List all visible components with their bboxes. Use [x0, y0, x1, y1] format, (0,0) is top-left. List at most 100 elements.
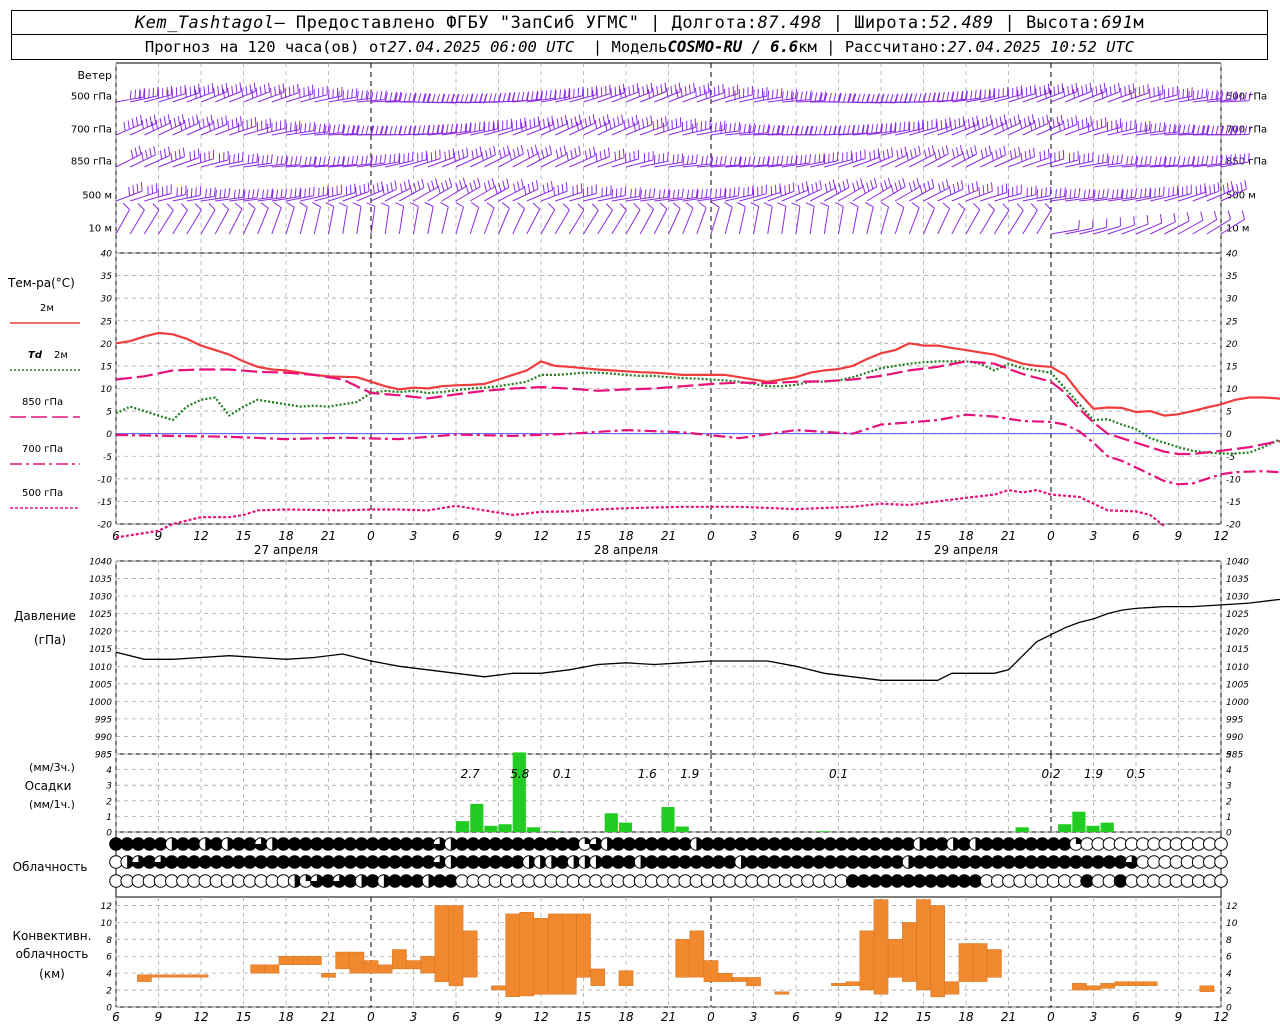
- convective-bar: [703, 960, 719, 982]
- convective-bar: [392, 949, 407, 970]
- time-tick-label: 9: [1175, 529, 1183, 543]
- time-tick-label: 6: [452, 529, 460, 543]
- convective-bar: [1086, 985, 1101, 991]
- lat-label: Широта:: [854, 12, 930, 33]
- day-label: 28 апреля: [594, 543, 658, 557]
- precip-tick-label: 4: [1226, 766, 1232, 776]
- time-tick-label: 0: [707, 529, 715, 543]
- conv-tick-label: 2: [1226, 987, 1232, 997]
- convective-bar: [717, 973, 733, 982]
- convective-bar: [1100, 983, 1115, 989]
- convective-bar: [363, 960, 379, 974]
- alt-unit: м: [1133, 12, 1145, 33]
- cloud-half: [540, 855, 547, 869]
- pressure-unit: (гПа): [34, 633, 66, 647]
- conv-tick-label: 6: [106, 953, 112, 963]
- precip-subtitle: Осадки: [25, 779, 72, 793]
- temp-tick-label: 5: [106, 408, 112, 418]
- temp-tick-label: 20: [101, 340, 113, 350]
- cloud-half: [607, 837, 614, 851]
- convective-bar: [307, 956, 322, 965]
- cloud-symbol: [1214, 855, 1228, 869]
- time-tick-label: 15: [916, 529, 931, 543]
- conv-tick-label: 4: [106, 970, 112, 980]
- cloud-half: [171, 837, 179, 851]
- time-tick-label: 12: [193, 1010, 208, 1024]
- cloud-symbol: [1214, 837, 1228, 851]
- pressure-tick-label: 1025: [1226, 610, 1249, 620]
- time-tick-label: 0: [1047, 529, 1055, 543]
- precip-bar: [1015, 827, 1029, 832]
- cloud-half: [272, 837, 279, 851]
- temp-series-t500: [115, 489, 1165, 539]
- cloud-threequarter: [433, 855, 446, 869]
- cloud-row: [109, 855, 1228, 869]
- time-tick-label: 6: [112, 1010, 120, 1024]
- temp-title: Тем-ра(°C): [7, 276, 75, 290]
- temp-series-t850: [115, 360, 1280, 456]
- conv-tick-label: 12: [1226, 902, 1238, 912]
- cloud-half: [205, 837, 212, 851]
- convective-bar: [165, 974, 181, 978]
- pressure-tick-label: 1030: [1226, 593, 1249, 603]
- convective-bar: [1199, 985, 1215, 992]
- cloud-half: [953, 837, 960, 851]
- time-tick-label: 6: [1132, 1010, 1140, 1024]
- time-tick-label: 12: [1213, 529, 1228, 543]
- convective-bar: [1142, 981, 1158, 986]
- precip-tick-label: 5: [106, 751, 112, 761]
- convective-bar: [547, 913, 563, 995]
- time-tick-label: 15: [576, 1010, 591, 1024]
- pressure-tick-label: 995: [1226, 715, 1243, 725]
- wind-title: Ветер: [78, 69, 112, 82]
- pressure-tick-label: 1035: [89, 575, 112, 585]
- convective-bar: [675, 939, 690, 978]
- time-tick-label: 18: [278, 1010, 294, 1024]
- pressure-tick-label: 1010: [89, 663, 112, 673]
- model-label: Модель: [611, 38, 668, 56]
- convective-bar: [292, 956, 308, 965]
- precip-bar: [456, 821, 470, 832]
- precip-tick-label: 1: [1226, 813, 1232, 823]
- pressure-tick-label: 1035: [1226, 575, 1249, 585]
- convective-bar: [1128, 981, 1144, 986]
- time-tick-label: 18: [618, 529, 634, 543]
- cloud-half: [696, 837, 703, 851]
- convective-bar: [250, 964, 266, 974]
- pressure-tick-label: 995: [95, 715, 112, 725]
- wind-level-label: 700 гПа: [1226, 125, 1267, 136]
- conv-tick-label: 4: [1226, 970, 1232, 980]
- temp-tick-label: 30: [1226, 295, 1238, 305]
- convective-bar: [873, 899, 889, 995]
- pressure-tick-label: 1015: [1226, 645, 1249, 655]
- convective-bar: [774, 991, 790, 995]
- conv-title: Конвективн.: [13, 929, 92, 943]
- time-tick-label: 9: [495, 529, 503, 543]
- wind-level-label: 500 м: [82, 191, 112, 202]
- cloud-half: [528, 855, 536, 869]
- convective-bar: [335, 951, 351, 970]
- temp-tick-label: 35: [101, 272, 113, 282]
- convective-bar: [902, 922, 917, 982]
- wind-barb-row: [115, 114, 1252, 136]
- convective-bar: [618, 970, 634, 986]
- time-tick-label: 12: [873, 1010, 888, 1024]
- precip-total-label: 1.9: [1084, 767, 1103, 781]
- pressure-tick-label: 1040: [1226, 558, 1249, 568]
- time-tick-label: 9: [835, 1010, 843, 1024]
- precip-tick-label: 2: [1226, 797, 1232, 807]
- pressure-tick-label: 985: [1226, 751, 1243, 761]
- wind-level-label: 10 м: [89, 224, 112, 235]
- time-tick-label: 6: [452, 1010, 460, 1024]
- convective-bar: [321, 973, 336, 978]
- forecast-start: 27.04.2025 06:00 UTC: [387, 38, 575, 56]
- cloud-half: [908, 855, 915, 869]
- precip-tick-label: 0: [1226, 829, 1232, 839]
- conv-subtitle: облачность: [16, 947, 89, 961]
- temp-tick-label: -20: [1226, 521, 1241, 531]
- time-tick-label: 3: [750, 529, 758, 543]
- time-tick-label: 3: [1090, 529, 1098, 543]
- pressure-tick-label: 1020: [89, 628, 112, 638]
- pressure-tick-label: 1000: [1226, 698, 1249, 708]
- precip-bar: [548, 831, 562, 832]
